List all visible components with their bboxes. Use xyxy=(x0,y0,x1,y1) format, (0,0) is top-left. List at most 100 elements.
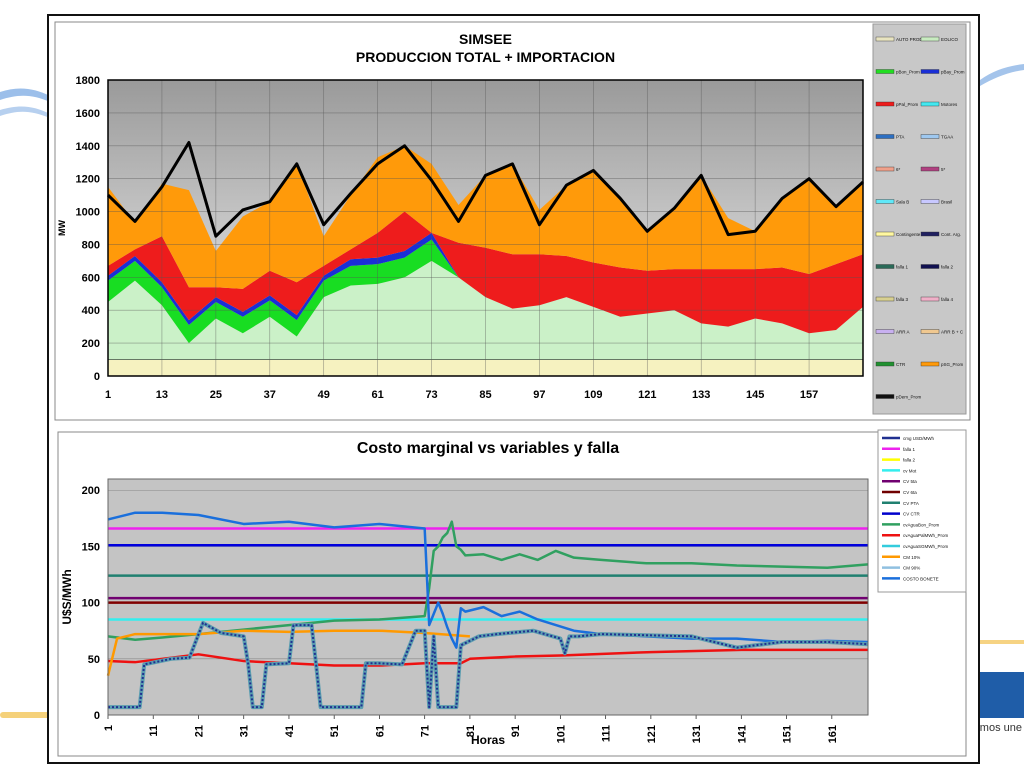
chart1-legend-swatch xyxy=(920,199,940,204)
chart1-legend-swatch xyxy=(920,361,940,367)
chart1-legend-label: 6* xyxy=(896,167,901,172)
chart2-legend-label: CM 10% xyxy=(903,555,920,560)
area-pbon-prom xyxy=(108,239,863,344)
chart2-ytick-label: 150 xyxy=(82,541,100,553)
chart1-ytick-label: 0 xyxy=(94,371,100,383)
chart1-legend-swatch xyxy=(920,231,940,237)
chart2-ylabel: U$S/MWh xyxy=(60,569,74,624)
demand-line xyxy=(106,140,865,238)
marginal-cost-chart: Costo marginal vs variables y falla Horas… xyxy=(57,429,967,757)
chart1-legend-label: Brasil xyxy=(941,200,952,205)
chart2-legend-label: cvAguaSGMWh_Prom xyxy=(903,544,949,549)
chart1-xtick-label: 145 xyxy=(746,389,764,401)
chart2-xtick-label: 131 xyxy=(691,725,703,743)
chart2-ytick-label: 200 xyxy=(82,485,100,497)
chart1-legend-label: falla 1 xyxy=(896,265,909,270)
chart1-legend-swatch xyxy=(875,36,895,42)
chart1-legend-swatch xyxy=(920,36,940,42)
chart1-xtick-label: 61 xyxy=(372,389,384,401)
brand-stripe-right xyxy=(980,640,1024,644)
chart1-legend-swatch xyxy=(875,101,895,107)
chart1-legend-box xyxy=(872,23,967,415)
chart1-xtick-label: 49 xyxy=(318,389,330,401)
chart2-xtick-label: 21 xyxy=(193,725,205,737)
chart1-ytick-label: 1000 xyxy=(76,207,100,219)
chart2-xtick-label: 31 xyxy=(239,725,251,737)
chart2-legend-label: cvAguaBon_Prom xyxy=(903,522,940,527)
chart2-xtick-label: 81 xyxy=(465,725,477,737)
chart1-legend-label: EOLICO xyxy=(941,37,959,42)
chart2-legend-box xyxy=(877,429,967,593)
line-cvaguabon-prom xyxy=(107,520,869,641)
chart1-ytick-label: 800 xyxy=(82,239,100,251)
chart1-ytick-label: 1800 xyxy=(76,75,100,87)
chart1-xtick-label: 13 xyxy=(156,389,168,401)
chart2-legend-label: falla 1 xyxy=(903,447,916,452)
chart1-legend-label: PTA xyxy=(896,135,904,140)
chart2-plot-border xyxy=(107,478,869,716)
chart2-xtick-label: 71 xyxy=(420,725,432,737)
chart1-xtick-label: 25 xyxy=(210,389,222,401)
chart2-legend-label: CV PTA xyxy=(903,501,919,506)
chart2-xtick-label: 11 xyxy=(148,725,160,737)
chart1-legend-swatch xyxy=(920,134,940,139)
chart1-xtick-label: 85 xyxy=(479,389,491,401)
chart1-legend-label: Motores xyxy=(941,102,958,107)
chart1-xtick-label: 37 xyxy=(264,389,276,401)
chart1-legend-label: 5* xyxy=(941,167,946,172)
chart2-ytick-label: 50 xyxy=(88,654,100,666)
chart1-ytick-label: 400 xyxy=(82,305,100,317)
chart1-xtick-label: 1 xyxy=(105,389,111,401)
chart1-title: SIMSEE xyxy=(459,31,512,47)
chart2-legend-label: cv Mot xyxy=(903,468,917,473)
brand-logo xyxy=(972,672,1024,718)
cmg-line xyxy=(108,621,869,709)
chart1-xtick-label: 109 xyxy=(584,389,602,401)
chart1-legend-swatch xyxy=(875,134,895,139)
chart2-xtick-label: 141 xyxy=(736,725,748,743)
chart1-legend-label: pBay_Prom xyxy=(941,70,965,75)
chart1-legend-swatch xyxy=(920,296,940,302)
chart2-legend-label: cvAguaPalMWh_Prom xyxy=(903,533,949,538)
chart1-xtick-label: 157 xyxy=(800,389,818,401)
chart1-legend-label: pSG_Prom xyxy=(941,362,964,367)
chart2-xtick-label: 121 xyxy=(646,725,658,743)
chart1-legend-swatch xyxy=(875,199,895,204)
chart2-legend-label: cmg USD/MWh xyxy=(903,436,934,441)
chart1-legend-swatch xyxy=(875,296,895,302)
chart1-legend-label: pPal_Prom xyxy=(896,102,919,107)
chart2-legend-label: falla 2 xyxy=(903,458,916,463)
brand-slogan: mos une xyxy=(979,722,1022,734)
chart2-legend-label: CM 90% xyxy=(903,566,920,571)
chart1-legend-label: falla 4 xyxy=(941,297,954,302)
chart2-xtick-label: 51 xyxy=(329,725,341,737)
chart1-xtick-label: 133 xyxy=(692,389,710,401)
chart1-xtick-label: 121 xyxy=(638,389,656,401)
production-chart: SIMSEE PRODUCCION TOTAL + IMPORTACION MW 0 2… xyxy=(54,21,971,421)
chart1-legend-label: ARR B + C xyxy=(941,330,964,335)
chart1-ylabel: MW xyxy=(57,220,67,236)
chart2-legend-label: CV 5ta xyxy=(903,479,917,484)
chart2-xtick-label: 1 xyxy=(103,725,115,731)
chart1-legend-label: Cont. Arg. xyxy=(941,232,961,237)
chart2-title: Costo marginal vs variables y falla xyxy=(357,440,619,457)
chart1-legend-swatch xyxy=(875,264,895,269)
chart1-legend-label: TGAA xyxy=(941,135,953,140)
chart1-legend-swatch xyxy=(875,231,895,237)
chart2-xtick-label: 61 xyxy=(374,725,386,737)
line-cvaguasgmwh-prom xyxy=(106,629,470,676)
chart2-legend-label: COSTO BONETE xyxy=(903,576,939,581)
chart1-xtick-label: 97 xyxy=(533,389,545,401)
chart1-legend-label: CTR xyxy=(896,362,906,367)
chart1-legend-swatch xyxy=(920,69,940,74)
chart1-legend-label: pBon_Prom xyxy=(896,70,920,75)
chart2-xtick-label: 101 xyxy=(555,725,567,743)
chart1-ytick-label: 1600 xyxy=(76,108,100,120)
chart2-ytick-label: 100 xyxy=(82,598,100,610)
chart1-legend-swatch xyxy=(920,101,940,107)
chart1-ytick-label: 1200 xyxy=(76,174,100,186)
chart1-legend-swatch xyxy=(920,264,940,269)
chart1-legend-label: pDem_Prom xyxy=(896,395,922,400)
chart1-legend-swatch xyxy=(920,329,940,334)
chart1-legend-label: falla 2 xyxy=(941,265,954,270)
